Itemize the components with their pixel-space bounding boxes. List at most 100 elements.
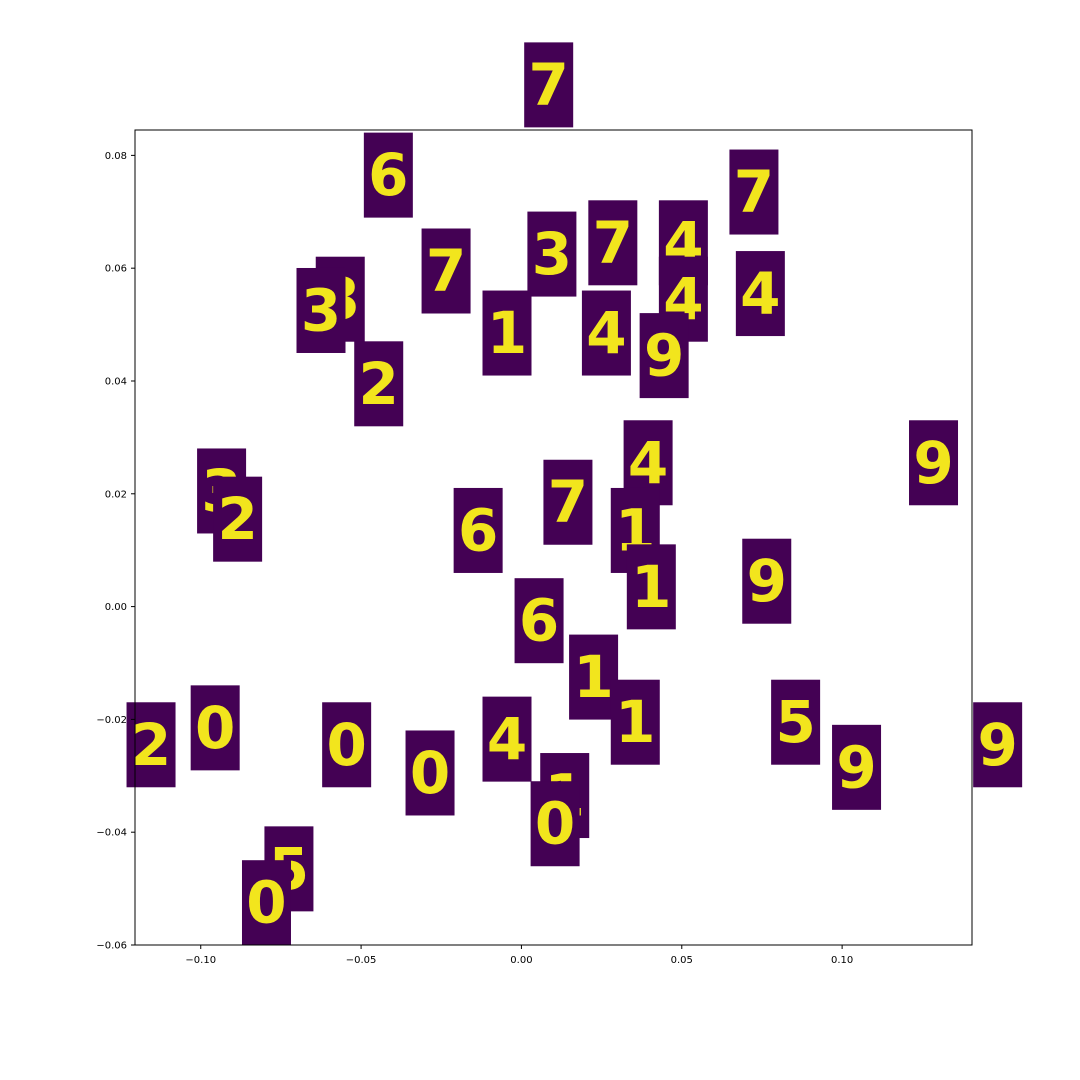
digit-marker-label: 4	[628, 429, 668, 497]
y-axis: 0.08 0.06 0.04 0.02 0.00 −0.02 −0.04 −0.06	[96, 151, 135, 952]
digit-marker-label: 7	[734, 158, 774, 226]
digit-marker: 1	[569, 634, 619, 720]
y-tick-label: −0.06	[96, 941, 127, 952]
digit-marker-background	[771, 679, 821, 765]
digit-marker-background	[729, 149, 779, 235]
digit-marker-background	[909, 420, 959, 506]
digit-marker-label: 4	[586, 299, 626, 367]
digit-marker-label: 6	[368, 141, 408, 209]
y-tick-label: 0.00	[105, 602, 127, 613]
x-tick-label: 0.10	[831, 955, 853, 966]
digit-marker: 0	[322, 702, 372, 788]
digit-marker: 6	[363, 132, 413, 218]
digit-marker: 3	[527, 211, 577, 297]
digit-marker-label: 1	[573, 643, 613, 711]
digit-marker: 9	[639, 313, 689, 399]
digit-marker-background	[543, 459, 593, 545]
digit-marker: 4	[581, 290, 631, 376]
digit-marker-label: 6	[458, 496, 498, 564]
digit-marker: 6	[514, 578, 564, 664]
y-tick-label: −0.02	[96, 715, 127, 726]
digit-marker-label: 6	[519, 587, 559, 655]
digit-markers-layer: 767473733441492493271619611502049901050	[126, 42, 1023, 946]
digit-marker-label: 0	[195, 694, 235, 762]
digit-marker-background	[405, 730, 455, 816]
digit-marker-background	[832, 724, 882, 810]
digit-marker-label: 7	[593, 209, 633, 277]
digit-marker-background	[363, 132, 413, 218]
digit-marker-label: 0	[326, 711, 366, 779]
digit-marker-label: 1	[631, 553, 671, 621]
digit-marker-background	[610, 679, 660, 765]
y-tick-label: 0.02	[105, 489, 127, 500]
digit-marker-label: 4	[740, 260, 780, 328]
digit-marker: 0	[530, 781, 580, 867]
digit-marker: 9	[742, 538, 792, 624]
digit-marker-label: 3	[532, 220, 572, 288]
digit-marker-label: 7	[426, 237, 466, 305]
plot-area-frame	[134, 129, 973, 946]
digit-marker-background	[241, 860, 291, 946]
digit-marker: 0	[241, 860, 291, 946]
y-tick-label: 0.06	[105, 264, 127, 275]
digit-marker: 5	[771, 679, 821, 765]
digit-marker-background	[482, 290, 532, 376]
digit-marker-label: 9	[913, 429, 953, 497]
digit-marker-background	[514, 578, 564, 664]
digit-marker: 1	[626, 544, 676, 630]
digit-marker-label: 9	[644, 322, 684, 390]
digit-marker: 2	[213, 476, 263, 562]
digit-marker: 2	[126, 702, 176, 788]
digit-marker-background	[213, 476, 263, 562]
digit-marker-background	[742, 538, 792, 624]
y-tick-label: 0.04	[105, 376, 127, 387]
digit-marker: 4	[735, 251, 785, 337]
digit-marker: 1	[610, 679, 660, 765]
y-tick-label: −0.04	[96, 828, 127, 839]
digit-marker-label: 4	[487, 705, 527, 773]
digit-marker: 2	[354, 341, 404, 427]
digit-marker-label: 0	[535, 790, 575, 858]
x-axis: −0.10 −0.05 0.00 0.05 0.10	[185, 945, 853, 966]
digit-marker-label: 2	[217, 485, 257, 553]
digit-marker: 9	[832, 724, 882, 810]
digit-marker-background	[626, 544, 676, 630]
x-tick-label: −0.10	[185, 955, 216, 966]
digit-marker-background	[530, 781, 580, 867]
digit-marker-background	[581, 290, 631, 376]
digit-marker-label: 0	[246, 869, 286, 937]
digit-marker: 4	[482, 696, 532, 782]
digit-marker: 7	[524, 42, 574, 128]
digit-marker-background	[973, 702, 1023, 788]
digit-marker: 9	[909, 420, 959, 506]
digit-marker: 0	[405, 730, 455, 816]
digit-marker-background	[296, 267, 346, 353]
digit-marker-background	[453, 487, 503, 573]
digit-marker: 1	[482, 290, 532, 376]
digit-marker-label: 9	[836, 733, 876, 801]
digit-marker-label: 2	[359, 350, 399, 418]
digit-marker: 6	[453, 487, 503, 573]
digit-marker-label: 7	[548, 468, 588, 536]
digit-marker-label: 5	[775, 688, 815, 756]
digit-marker-background	[588, 200, 638, 286]
x-tick-label: 0.00	[510, 955, 532, 966]
digit-marker-label: 0	[410, 739, 450, 807]
x-tick-label: 0.05	[671, 955, 693, 966]
x-tick-label: −0.05	[346, 955, 377, 966]
digit-marker: 7	[588, 200, 638, 286]
digit-marker-background	[482, 696, 532, 782]
digit-marker-background	[190, 685, 240, 771]
digit-marker: 3	[296, 267, 346, 353]
digit-marker-background	[569, 634, 619, 720]
digit-marker-background	[735, 251, 785, 337]
digit-marker-label: 7	[529, 51, 569, 119]
digit-marker: 9	[973, 702, 1023, 788]
digit-marker-background	[421, 228, 471, 314]
digit-marker: 4	[623, 420, 673, 506]
digit-marker-label: 9	[977, 711, 1017, 779]
digit-marker: 0	[190, 685, 240, 771]
digit-marker-label: 1	[487, 299, 527, 367]
digit-marker: 7	[421, 228, 471, 314]
